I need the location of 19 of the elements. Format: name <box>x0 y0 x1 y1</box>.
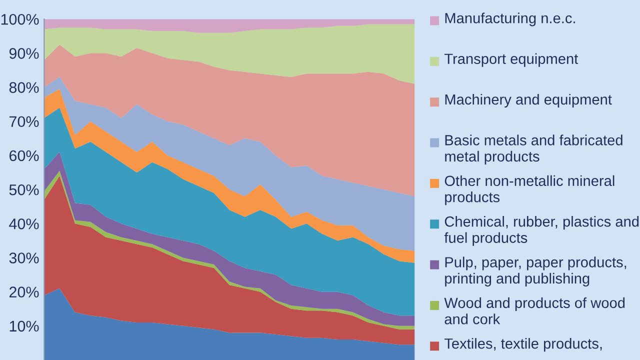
legend-label: Pulp, paper, paper products, printing and publishing <box>445 256 626 287</box>
legend-label: Other non-metallic mineral products <box>444 175 614 206</box>
legend-label: Chemical, rubber, plastics and fuel products <box>444 216 639 246</box>
y-tick-label: 60% <box>10 150 39 162</box>
y-tick-label: 20% <box>9 286 39 298</box>
y-tick-label: 30% <box>9 252 39 264</box>
legend-label: Wood and products of wood and cork <box>444 297 625 324</box>
y-tick-label: 40% <box>9 218 39 230</box>
legend-label: Manufacturing n.e.c. <box>445 12 575 26</box>
y-tick-label: 90% <box>9 48 39 59</box>
legend-label: Transport equipment <box>444 53 578 67</box>
y-tick-label: 100% <box>1 14 39 25</box>
y-tick-label: 10% <box>10 320 39 332</box>
legend-label: Textiles, textile products, <box>444 338 602 352</box>
legend-label: Machinery and equipment <box>445 94 612 108</box>
y-tick-label: 70% <box>10 116 39 128</box>
legend-label: Basic metals and fabricated metal products <box>445 134 622 164</box>
y-tick-label: 80% <box>9 82 39 93</box>
y-tick-label: 50% <box>9 184 39 196</box>
